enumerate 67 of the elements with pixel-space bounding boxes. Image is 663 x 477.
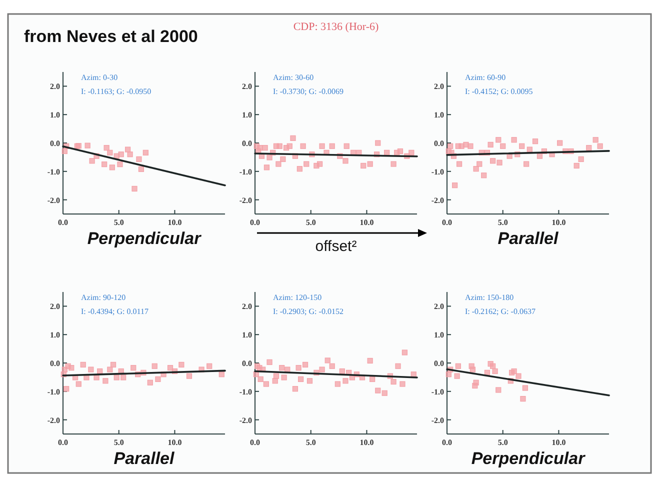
x-tick-label: 5.0: [114, 438, 124, 447]
x-tick-label: 5.0: [306, 218, 316, 227]
x-tick-label: 10.0: [168, 218, 182, 227]
x-axis-title: Parallel: [498, 229, 560, 248]
y-tick-label: 1.0: [50, 110, 60, 120]
y-tick-label: -1.0: [239, 387, 252, 396]
chart-title: CDP: 3136 (Hor-6): [293, 21, 379, 33]
y-tick-label: -1.0: [431, 167, 444, 176]
x-tick-label: 0.0: [250, 438, 260, 447]
x-tick-label: 5.0: [498, 218, 508, 227]
x-tick-label: 0.0: [58, 438, 68, 447]
annotation: Azim: 150-180: [465, 293, 514, 302]
y-tick-label: -2.0: [239, 196, 252, 205]
annotation: I: -0.4394; G: 0.0117: [81, 307, 148, 316]
annotation: I: -0.4152; G: 0.0095: [465, 87, 533, 96]
y-tick-label: 2.0: [50, 82, 60, 92]
x-tick-label: 10.0: [168, 438, 182, 447]
y-tick-label: 2.0: [50, 302, 60, 312]
x-axis-title: Perpendicular: [87, 229, 202, 248]
y-tick-label: -2.0: [47, 196, 60, 205]
y-tick-label: -2.0: [431, 196, 444, 205]
x-axis-title: offset²: [315, 238, 357, 255]
y-tick-label: 1.0: [242, 110, 252, 120]
y-tick-label: 1.0: [434, 330, 444, 340]
annotation: Azim: 30-60: [273, 73, 314, 82]
y-tick-label: 2.0: [434, 302, 444, 312]
x-tick-label: 5.0: [306, 438, 316, 447]
x-tick-label: 10.0: [360, 218, 374, 227]
annotation: Azim: 120-150: [273, 293, 322, 302]
y-tick-label: 2.0: [242, 82, 252, 92]
x-tick-label: 5.0: [498, 438, 508, 447]
y-tick-label: -1.0: [239, 167, 252, 176]
y-tick-label: -1.0: [47, 167, 60, 176]
x-tick-label: 0.0: [442, 438, 452, 447]
y-tick-label: 0.0: [434, 139, 444, 148]
x-tick-label: 10.0: [552, 438, 566, 447]
y-tick-label: 1.0: [242, 330, 252, 340]
y-tick-label: -2.0: [47, 416, 60, 425]
y-tick-label: 0.0: [242, 139, 252, 148]
x-tick-label: 10.0: [360, 438, 374, 447]
y-tick-label: 1.0: [50, 330, 60, 340]
y-tick-label: 0.0: [242, 359, 252, 368]
x-tick-label: 0.0: [442, 218, 452, 227]
y-tick-label: -2.0: [239, 416, 252, 425]
x-axis-title: Perpendicular: [471, 449, 586, 468]
y-tick-label: 2.0: [434, 82, 444, 92]
y-tick-label: 0.0: [434, 359, 444, 368]
annotation: Azim: 0-30: [81, 73, 118, 82]
x-tick-label: 0.0: [58, 218, 68, 227]
x-tick-label: 5.0: [114, 218, 124, 227]
x-axis-title: Parallel: [114, 449, 176, 468]
annotation: Azim: 90-120: [81, 293, 126, 302]
chart-title: from Neves et al 2000: [24, 27, 198, 46]
y-tick-label: -1.0: [47, 387, 60, 396]
annotation: I: -0.3730; G: -0.0069: [273, 87, 344, 96]
x-tick-label: 0.0: [250, 218, 260, 227]
y-tick-label: 0.0: [50, 139, 60, 148]
x-tick-label: 10.0: [552, 218, 566, 227]
annotation: I: -0.2162; G: -0.0637: [465, 307, 536, 316]
annotation: Azim: 60-90: [465, 73, 506, 82]
annotation: I: -0.1163; G: -0.0950: [81, 87, 152, 96]
y-tick-label: -1.0: [431, 387, 444, 396]
y-tick-label: 1.0: [434, 110, 444, 120]
y-tick-label: -2.0: [431, 416, 444, 425]
y-tick-label: 2.0: [242, 302, 252, 312]
annotation: I: -0.2903; G: -0.0152: [273, 307, 344, 316]
y-tick-label: 0.0: [50, 359, 60, 368]
